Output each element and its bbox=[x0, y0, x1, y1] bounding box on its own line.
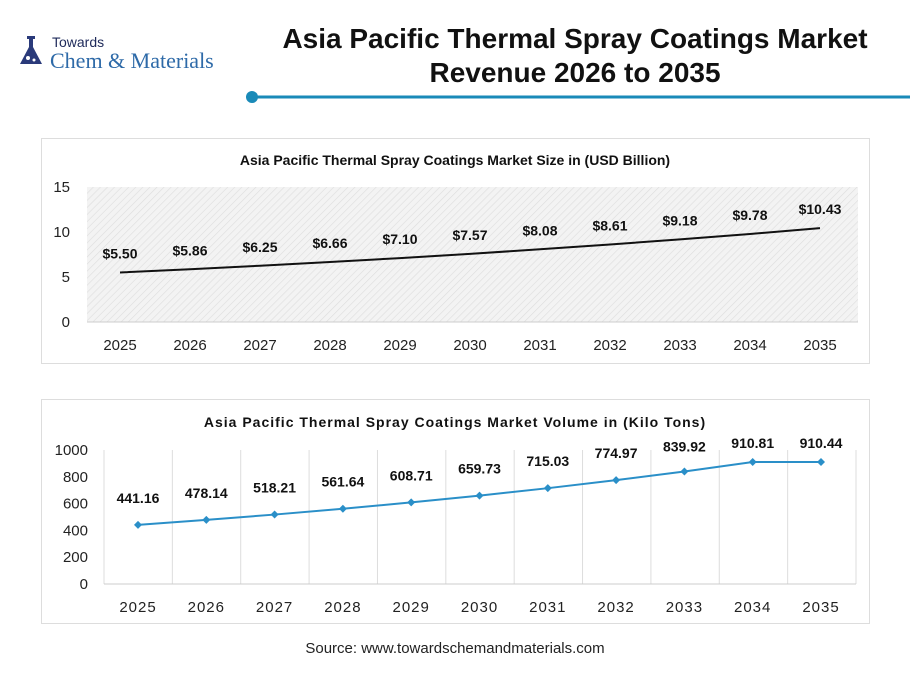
x-tick-label: 2031 bbox=[523, 337, 556, 354]
y-tick-label: 800 bbox=[63, 469, 88, 486]
flask-icon bbox=[20, 36, 42, 64]
data-label: 774.97 bbox=[595, 445, 638, 461]
y-tick-label: 15 bbox=[53, 179, 70, 196]
data-label: $6.66 bbox=[312, 235, 347, 251]
x-tick-label: 2028 bbox=[313, 337, 346, 354]
y-tick-label: 1000 bbox=[55, 442, 88, 459]
title-underline bbox=[246, 91, 910, 103]
logo: Towards Chem & Materials bbox=[16, 34, 214, 73]
x-tick-label: 2025 bbox=[103, 337, 136, 354]
data-label: $5.86 bbox=[172, 242, 207, 258]
data-point bbox=[270, 510, 279, 519]
data-point bbox=[612, 476, 621, 485]
y-tick-label: 600 bbox=[63, 496, 88, 513]
data-label: $9.18 bbox=[662, 212, 697, 228]
y-tick-label: 5 bbox=[62, 269, 70, 286]
x-tick-label: 2025 bbox=[119, 599, 156, 616]
x-tick-label: 2035 bbox=[802, 599, 839, 616]
x-tick-label: 2030 bbox=[461, 599, 498, 616]
volume-chart-panel: Asia Pacific Thermal Spray Coatings Mark… bbox=[41, 399, 870, 624]
x-tick-label: 2033 bbox=[666, 599, 703, 616]
y-tick-label: 0 bbox=[62, 314, 70, 331]
data-label: 561.64 bbox=[321, 474, 364, 490]
logo-line2: Chem & Materials bbox=[50, 48, 214, 73]
data-label: $5.50 bbox=[102, 246, 137, 262]
y-tick-label: 10 bbox=[53, 224, 70, 241]
x-tick-label: 2031 bbox=[529, 599, 566, 616]
x-tick-label: 2032 bbox=[597, 599, 634, 616]
data-point bbox=[543, 484, 552, 493]
y-tick-label: 200 bbox=[63, 549, 88, 566]
data-label: 608.71 bbox=[390, 467, 433, 483]
x-tick-label: 2034 bbox=[733, 337, 766, 354]
x-tick-label: 2026 bbox=[188, 599, 225, 616]
size-chart-panel: Asia Pacific Thermal Spray Coatings Mark… bbox=[41, 138, 870, 364]
x-tick-label: 2030 bbox=[453, 337, 486, 354]
data-point bbox=[475, 491, 484, 500]
data-label: 715.03 bbox=[526, 453, 569, 469]
series-line bbox=[119, 227, 821, 274]
y-tick-label: 0 bbox=[80, 576, 88, 593]
y-tick-label: 400 bbox=[63, 522, 88, 539]
data-point bbox=[202, 515, 211, 524]
x-tick-label: 2026 bbox=[173, 337, 206, 354]
data-label: $7.57 bbox=[452, 227, 487, 243]
data-label: $6.25 bbox=[242, 239, 277, 255]
data-point bbox=[680, 467, 689, 476]
data-point bbox=[338, 504, 347, 513]
page-title: Asia Pacific Thermal Spray Coatings Mark… bbox=[282, 23, 868, 88]
x-tick-label: 2032 bbox=[593, 337, 626, 354]
data-label: $8.61 bbox=[592, 218, 627, 234]
data-point bbox=[817, 458, 825, 467]
data-label: 478.14 bbox=[185, 485, 228, 501]
data-label: $9.78 bbox=[732, 207, 767, 223]
data-label: 910.81 bbox=[731, 435, 774, 451]
volume-chart: Asia Pacific Thermal Spray Coatings Mark… bbox=[55, 414, 857, 616]
size-chart: Asia Pacific Thermal Spray Coatings Mark… bbox=[53, 152, 858, 354]
x-tick-label: 2027 bbox=[243, 337, 276, 354]
x-tick-label: 2027 bbox=[256, 599, 293, 616]
data-point bbox=[407, 498, 416, 507]
data-label: 441.16 bbox=[117, 490, 160, 506]
data-point bbox=[134, 520, 142, 529]
x-tick-label: 2029 bbox=[393, 599, 430, 616]
data-label: 839.92 bbox=[663, 438, 706, 454]
data-point bbox=[748, 457, 757, 466]
x-tick-label: 2029 bbox=[383, 337, 416, 354]
chart-title: Asia Pacific Thermal Spray Coatings Mark… bbox=[204, 414, 706, 430]
data-label: $10.43 bbox=[799, 201, 842, 217]
x-tick-label: 2035 bbox=[803, 337, 836, 354]
chart-title: Asia Pacific Thermal Spray Coatings Mark… bbox=[240, 152, 670, 168]
data-label: $7.10 bbox=[382, 231, 417, 247]
data-label: 910.44 bbox=[800, 435, 843, 451]
x-tick-label: 2033 bbox=[663, 337, 696, 354]
x-tick-label: 2034 bbox=[734, 599, 771, 616]
source-text: Source: www.towardschemandmaterials.com bbox=[305, 640, 605, 657]
x-tick-label: 2028 bbox=[324, 599, 361, 616]
logo-line1: Towards bbox=[52, 34, 105, 50]
data-label: 518.21 bbox=[253, 480, 296, 496]
data-label: $8.08 bbox=[522, 222, 557, 238]
data-label: 659.73 bbox=[458, 461, 501, 477]
